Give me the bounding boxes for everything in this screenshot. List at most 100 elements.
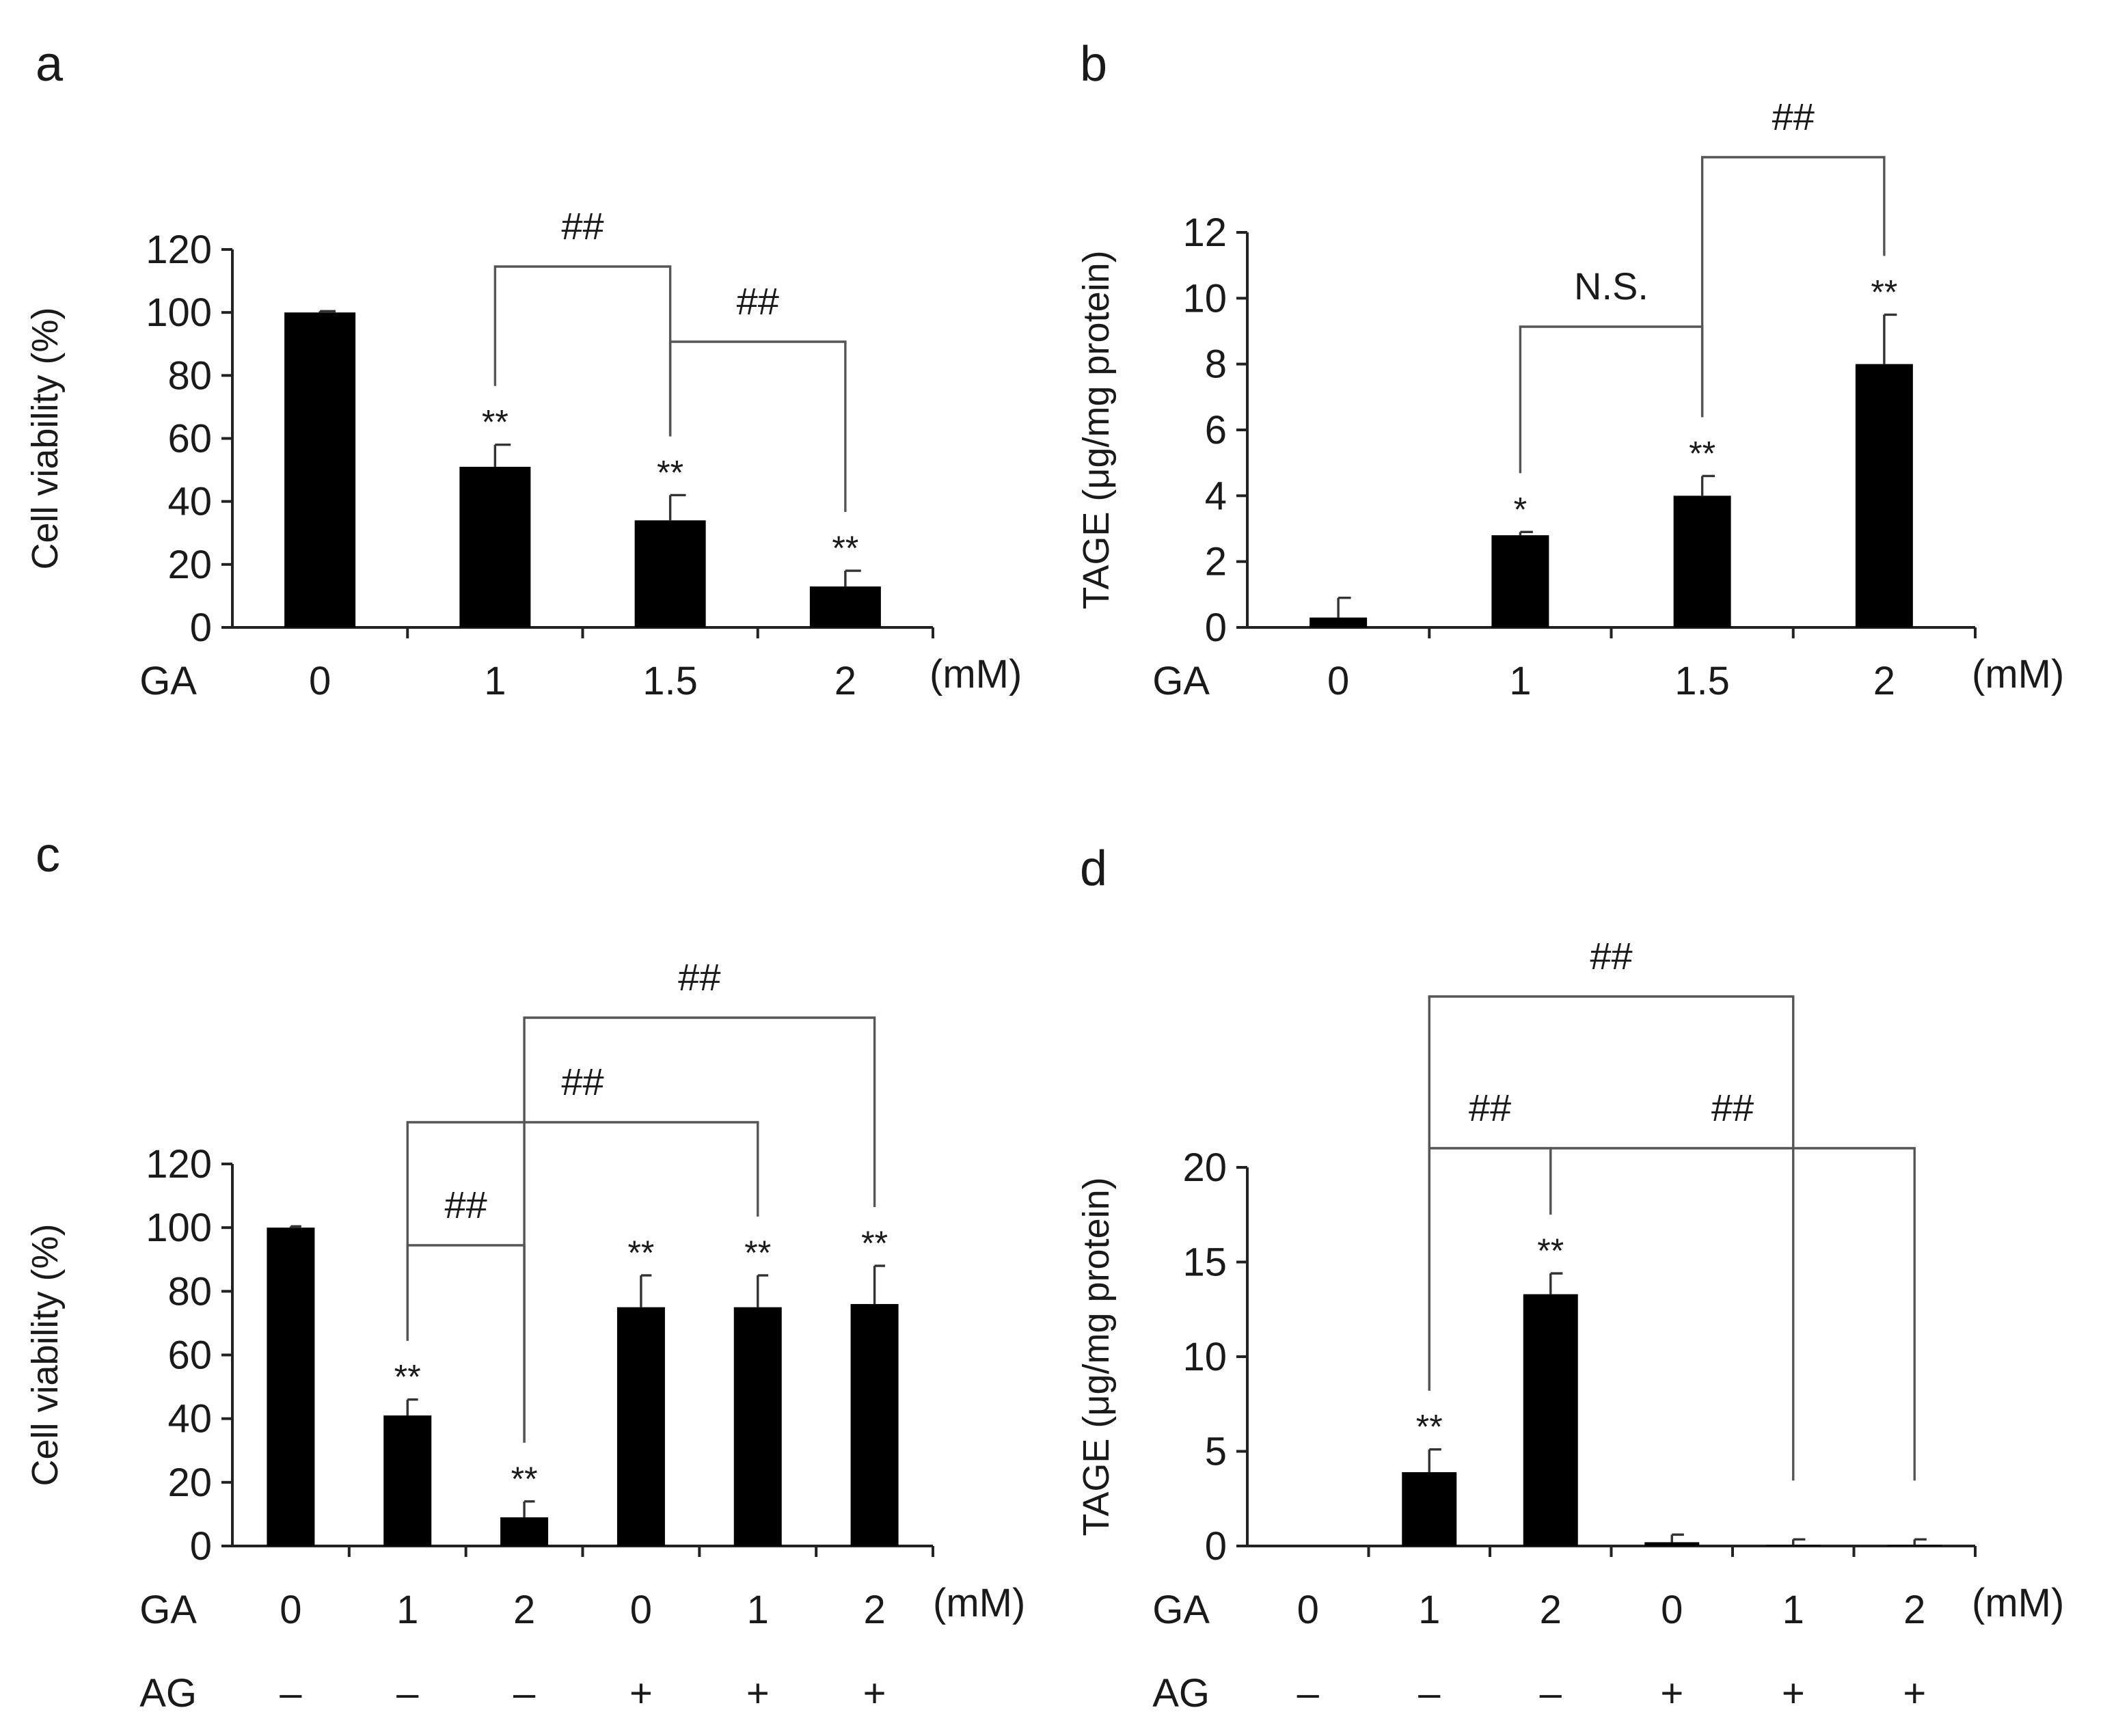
panel-label: d (1080, 841, 1107, 896)
row-label-ga: GA (139, 1588, 197, 1632)
x-tick-label: 0 (309, 659, 331, 703)
y-tick-label: 0 (1205, 606, 1227, 650)
bar (850, 1303, 899, 1546)
unit-label: (mM) (1972, 1581, 2064, 1625)
bar (267, 1228, 315, 1546)
x-tick-label: + (629, 1671, 653, 1715)
y-tick-label: 5 (1205, 1430, 1227, 1474)
x-tick-label: 1 (484, 659, 506, 703)
y-tick-label: 40 (167, 480, 212, 524)
x-tick-label: 1 (1509, 659, 1531, 703)
bar (1491, 535, 1549, 627)
bar (383, 1415, 432, 1546)
y-tick-label: 15 (1182, 1240, 1227, 1285)
x-tick-label: + (746, 1671, 770, 1715)
significance-mark: * (1514, 490, 1527, 528)
comparison-label: ## (678, 955, 720, 999)
x-tick-label: 2 (513, 1588, 535, 1632)
bar (1644, 1542, 1700, 1546)
significance-mark: ** (627, 1234, 654, 1272)
y-tick-label: 10 (1182, 1335, 1227, 1379)
significance-mark: ** (861, 1224, 888, 1262)
x-tick-label: 2 (1903, 1588, 1925, 1632)
y-tick-label: 60 (167, 417, 212, 461)
significance-mark: ** (1416, 1408, 1443, 1446)
x-tick-label: + (1782, 1671, 1805, 1715)
y-tick-label: 8 (1205, 342, 1227, 387)
unit-label: (mM) (930, 652, 1022, 696)
x-tick-label: 2 (863, 1588, 885, 1632)
y-tick-label: 80 (167, 1269, 212, 1314)
bar (634, 520, 706, 627)
comparison-bracket (523, 1016, 876, 1443)
comparison-label: N.S. (1574, 265, 1649, 308)
row-label-ag: AG (139, 1671, 197, 1715)
y-tick-label: 100 (146, 290, 212, 335)
x-tick-label: + (1660, 1671, 1683, 1715)
bar (1402, 1471, 1457, 1546)
significance-mark: ** (832, 529, 858, 567)
comparison-bracket (1428, 995, 1795, 1481)
bar (1673, 496, 1731, 627)
comparison-label: ## (1711, 1086, 1754, 1129)
y-tick-label: 40 (167, 1397, 212, 1441)
significance-mark: ** (657, 453, 683, 491)
x-tick-label: – (1418, 1671, 1441, 1715)
y-tick-label: 2 (1205, 540, 1227, 584)
y-tick-label: 0 (1205, 1524, 1227, 1569)
x-tick-label: + (1903, 1671, 1926, 1715)
y-tick-label: 120 (146, 1142, 212, 1186)
y-tick-label: 10 (1182, 276, 1227, 321)
x-tick-label: – (1297, 1671, 1320, 1715)
y-axis-label: TAGE (μg/mg protein) (1076, 1177, 1117, 1536)
y-tick-label: 120 (146, 228, 212, 272)
y-tick-label: 12 (1182, 211, 1227, 255)
significance-mark: ** (1871, 273, 1897, 311)
bar (1855, 364, 1913, 627)
x-tick-label: 1.5 (642, 659, 698, 703)
x-tick-label: 1 (747, 1588, 769, 1632)
row-label-ga: GA (1152, 659, 1210, 703)
comparison-label: ## (561, 204, 603, 247)
y-tick-label: 20 (1182, 1145, 1227, 1190)
comparison-label: ## (1590, 934, 1632, 977)
comparison-label: ## (445, 1183, 487, 1226)
bar (500, 1517, 549, 1546)
x-tick-label: 0 (1297, 1588, 1319, 1632)
bar (459, 466, 531, 627)
y-tick-label: 0 (190, 1524, 212, 1569)
x-tick-label: – (1540, 1671, 1562, 1715)
significance-mark: ** (482, 403, 508, 442)
bar (284, 312, 356, 627)
row-label-ga: GA (139, 659, 197, 703)
comparison-label: ## (561, 1060, 603, 1103)
x-tick-label: 2 (1873, 659, 1895, 703)
comparison-bracket (1519, 325, 1704, 474)
comparison-bracket (406, 1244, 526, 1443)
x-tick-label: 0 (1327, 659, 1349, 703)
x-tick-label: 2 (835, 659, 856, 703)
y-axis-label: Cell viability (%) (25, 1223, 66, 1486)
x-tick-label: – (280, 1671, 302, 1715)
row-label-ag: AG (1152, 1671, 1210, 1715)
y-tick-label: 60 (167, 1333, 212, 1378)
y-tick-label: 20 (167, 1461, 212, 1505)
significance-mark: ** (1689, 434, 1715, 472)
unit-label: (mM) (933, 1581, 1025, 1625)
bar (1310, 617, 1368, 627)
panel-label: b (1080, 37, 1107, 92)
unit-label: (mM) (1972, 652, 2064, 696)
bar (1887, 1545, 1942, 1546)
comparison-label: ## (1469, 1086, 1511, 1129)
panel-label: c (36, 828, 60, 882)
bar (809, 586, 881, 627)
bar (616, 1307, 665, 1546)
y-tick-label: 80 (167, 353, 212, 398)
x-tick-label: 2 (1540, 1588, 1562, 1632)
x-tick-label: 1 (1418, 1588, 1440, 1632)
y-tick-label: 100 (146, 1206, 212, 1250)
